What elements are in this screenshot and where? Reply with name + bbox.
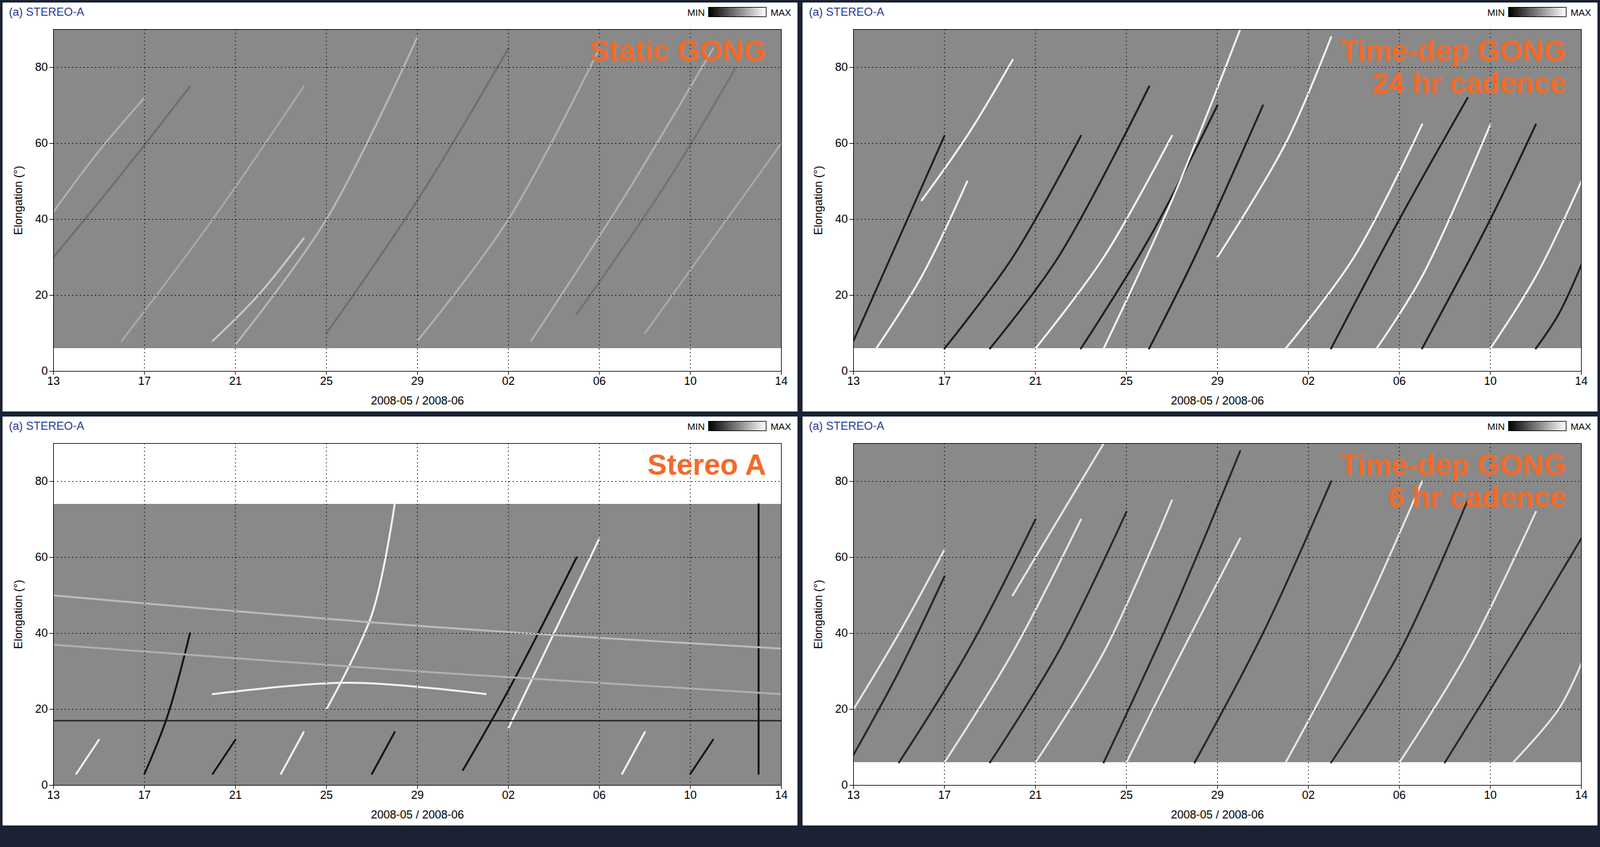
svg-text:10: 10 xyxy=(684,788,697,802)
svg-text:Elongation (°): Elongation (°) xyxy=(12,165,25,235)
svg-text:Elongation (°): Elongation (°) xyxy=(812,165,825,235)
svg-text:0: 0 xyxy=(41,778,48,792)
svg-text:80: 80 xyxy=(34,60,48,74)
svg-text:20: 20 xyxy=(34,288,48,302)
svg-text:06: 06 xyxy=(1393,788,1406,802)
svg-text:40: 40 xyxy=(34,212,48,226)
svg-text:17: 17 xyxy=(937,374,951,388)
svg-text:14: 14 xyxy=(1574,788,1588,802)
svg-text:13: 13 xyxy=(46,788,60,802)
svg-text:29: 29 xyxy=(1210,788,1224,802)
svg-text:2008-05 / 2008-06: 2008-05 / 2008-06 xyxy=(370,394,464,407)
svg-text:10: 10 xyxy=(1484,374,1497,388)
svg-text:25: 25 xyxy=(320,788,333,802)
svg-text:29: 29 xyxy=(1210,374,1224,388)
svg-text:0: 0 xyxy=(41,364,48,378)
svg-text:20: 20 xyxy=(834,702,848,716)
svg-text:Static GONG: Static GONG xyxy=(589,34,767,68)
svg-text:10: 10 xyxy=(1484,788,1497,802)
svg-text:02: 02 xyxy=(1301,788,1315,802)
svg-text:25: 25 xyxy=(1120,788,1133,802)
svg-text:Elongation (°): Elongation (°) xyxy=(12,579,25,649)
svg-text:2008-05 / 2008-06: 2008-05 / 2008-06 xyxy=(370,808,464,821)
svg-text:Elongation (°): Elongation (°) xyxy=(812,579,825,649)
html-text:MAX: MAX xyxy=(1570,6,1592,18)
svg-text:80: 80 xyxy=(834,474,848,488)
svg-text:29: 29 xyxy=(410,788,424,802)
svg-text:60: 60 xyxy=(834,550,848,564)
svg-text:17: 17 xyxy=(937,788,951,802)
svg-text:06: 06 xyxy=(593,374,606,388)
html-text:MIN: MIN xyxy=(687,6,705,18)
svg-text:06: 06 xyxy=(593,788,606,802)
svg-text:02: 02 xyxy=(501,374,515,388)
svg-text:10: 10 xyxy=(684,374,697,388)
svg-text:17: 17 xyxy=(137,788,151,802)
svg-text:14: 14 xyxy=(774,374,788,388)
html-text:MIN: MIN xyxy=(687,420,705,432)
svg-text:29: 29 xyxy=(410,374,424,388)
html-text:MAX: MAX xyxy=(770,420,792,432)
svg-text:25: 25 xyxy=(1120,374,1133,388)
svg-text:40: 40 xyxy=(834,626,848,640)
svg-text:0: 0 xyxy=(841,778,848,792)
svg-text:Time-dep GONG6 hr cadence: Time-dep GONG6 hr cadence xyxy=(1340,448,1567,514)
svg-text:13: 13 xyxy=(846,788,860,802)
svg-text:20: 20 xyxy=(34,702,48,716)
svg-text:0: 0 xyxy=(841,364,848,378)
html-text:(a) STEREO-A: (a) STEREO-A xyxy=(808,419,885,432)
svg-text:20: 20 xyxy=(834,288,848,302)
svg-text:40: 40 xyxy=(834,212,848,226)
svg-text:21: 21 xyxy=(229,374,242,388)
svg-text:80: 80 xyxy=(34,474,48,488)
svg-text:06: 06 xyxy=(1393,374,1406,388)
html-text:MAX: MAX xyxy=(1570,420,1592,432)
html-text:(a) STEREO-A: (a) STEREO-A xyxy=(808,5,885,19)
svg-text:80: 80 xyxy=(834,60,848,74)
svg-text:2008-05 / 2008-06: 2008-05 / 2008-06 xyxy=(1170,394,1264,407)
svg-text:25: 25 xyxy=(320,374,333,388)
html-text:MIN: MIN xyxy=(1487,6,1505,18)
html-text:(a) STEREO-A: (a) STEREO-A xyxy=(8,5,85,19)
svg-text:40: 40 xyxy=(34,626,48,640)
html-text:(a) STEREO-A: (a) STEREO-A xyxy=(8,419,85,432)
svg-text:60: 60 xyxy=(34,550,48,564)
html-text:MIN: MIN xyxy=(1487,420,1505,432)
svg-text:2008-05 / 2008-06: 2008-05 / 2008-06 xyxy=(1170,808,1264,821)
svg-text:60: 60 xyxy=(834,136,848,150)
svg-text:60: 60 xyxy=(34,136,48,150)
svg-text:21: 21 xyxy=(1029,374,1042,388)
svg-text:14: 14 xyxy=(1574,374,1588,388)
svg-text:02: 02 xyxy=(1301,374,1315,388)
svg-text:21: 21 xyxy=(1029,788,1042,802)
svg-text:21: 21 xyxy=(229,788,242,802)
svg-text:17: 17 xyxy=(137,374,151,388)
svg-text:13: 13 xyxy=(46,374,60,388)
svg-text:02: 02 xyxy=(501,788,515,802)
html-text:MAX: MAX xyxy=(770,6,792,18)
svg-text:14: 14 xyxy=(774,788,788,802)
svg-text:13: 13 xyxy=(846,374,860,388)
svg-text:Time-dep GONG24 hr cadence: Time-dep GONG24 hr cadence xyxy=(1340,34,1567,100)
svg-text:Stereo A: Stereo A xyxy=(647,448,766,482)
